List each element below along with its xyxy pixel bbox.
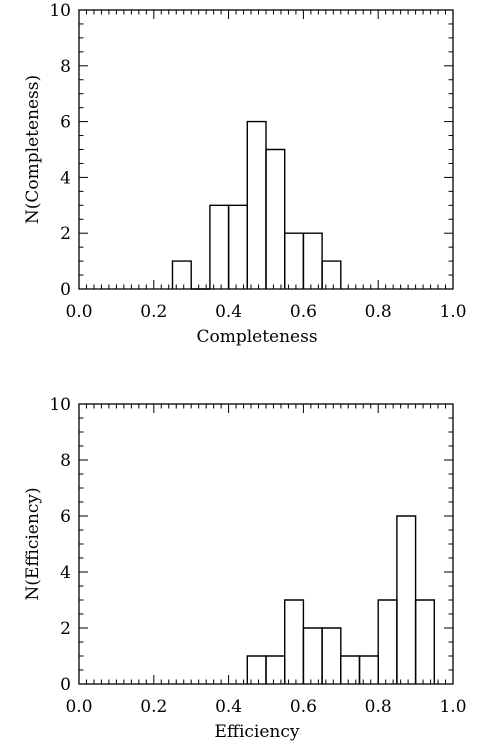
x-tick-label: 0.6: [290, 302, 317, 322]
efficiency-histogram-bar: [358, 655, 379, 684]
completeness-histogram-bar: [321, 260, 342, 289]
completeness-histogram-panel: 0.0 0.2 0.4 0.6 0.8 1.0 0 2 4 6 8 10 Completeness N(C…: [23, 1, 467, 347]
y-tick-label: 8: [60, 57, 71, 77]
x-tick-label: 0.0: [65, 302, 92, 322]
efficiency-histogram-bar: [396, 515, 417, 684]
y-tick-label: 10: [49, 395, 71, 415]
completeness-histogram-bar: [284, 232, 305, 289]
y-tick-label: 8: [60, 451, 71, 471]
completeness-histogram-bar: [227, 204, 248, 289]
efficiency-histogram-bar: [302, 627, 323, 684]
completeness-histogram-bar: [302, 232, 323, 289]
y-tick-label: 4: [60, 563, 71, 583]
x-tick-label: 0.2: [140, 302, 167, 322]
y-axis-title: N(Completeness): [23, 75, 43, 224]
x-tick-label: 1.0: [439, 302, 466, 322]
efficiency-histogram-bar: [321, 627, 342, 684]
y-tick-label: 0: [60, 280, 71, 300]
y-tick-label: 6: [60, 113, 71, 133]
efficiency-histogram-bar: [414, 599, 435, 684]
efficiency-histogram-bar: [265, 655, 286, 684]
y-axis-title: N(Efficiency): [23, 487, 43, 600]
efficiency-histogram-panel: 0.0 0.2 0.4 0.6 0.8 1.0 0 2 4 6 8 10 Efficiency N(Eff…: [23, 395, 467, 742]
completeness-histogram-bar: [265, 148, 286, 289]
efficiency-histogram-bar: [246, 655, 267, 684]
x-axis-title: Efficiency: [214, 722, 299, 742]
y-tick-label: 10: [49, 1, 71, 21]
x-tick-label: 0.6: [290, 697, 317, 717]
completeness-histogram-bar: [209, 204, 230, 289]
x-tick-label: 0.8: [365, 697, 392, 717]
x-axis-title: Completeness: [196, 327, 317, 347]
y-tick-label: 6: [60, 507, 71, 527]
completeness-histogram-bar: [171, 260, 192, 289]
efficiency-histogram-bar: [284, 599, 305, 684]
y-tick-label: 4: [60, 168, 71, 188]
x-tick-label: 0.2: [140, 697, 167, 717]
y-tick-label: 2: [60, 619, 71, 639]
x-tick-label: 0.4: [215, 302, 242, 322]
y-tick-label: 2: [60, 224, 71, 244]
x-tick-label: 0.4: [215, 697, 242, 717]
efficiency-histogram-bar: [340, 655, 361, 684]
y-tick-label: 0: [60, 675, 71, 695]
efficiency-histogram-bar: [377, 599, 398, 684]
x-tick-label: 0.0: [65, 697, 92, 717]
completeness-histogram-bar: [246, 120, 267, 289]
x-tick-label: 0.8: [365, 302, 392, 322]
x-tick-label: 1.0: [439, 697, 466, 717]
